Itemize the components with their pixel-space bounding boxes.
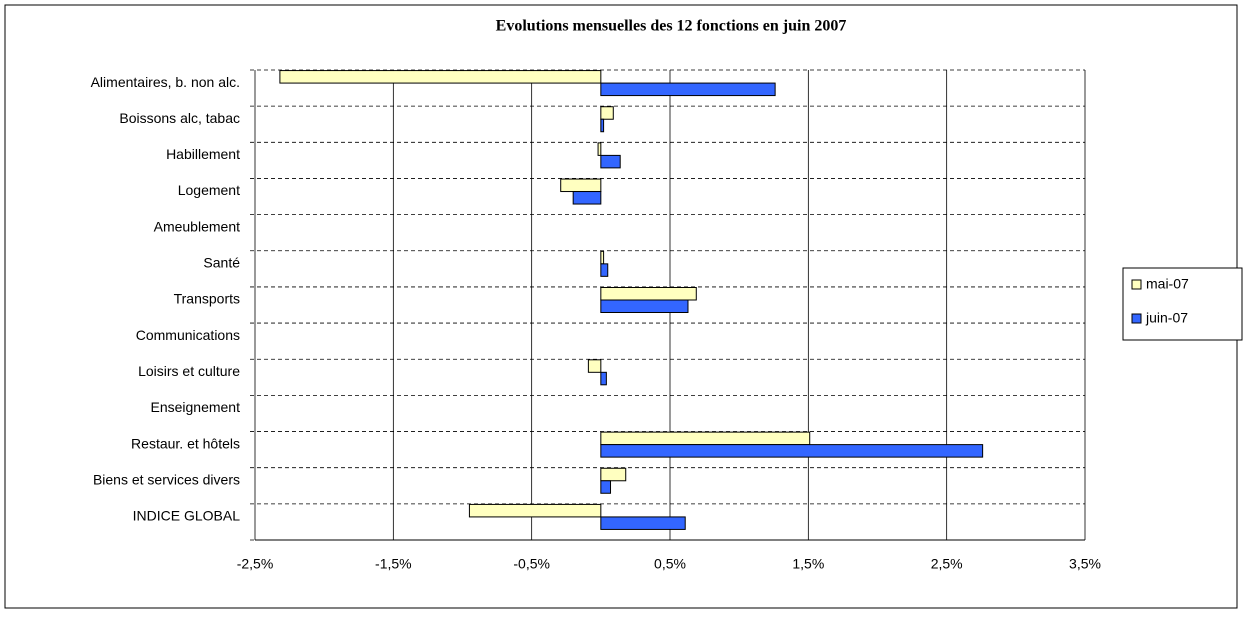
x-tick-label: 0,5% — [654, 556, 686, 572]
legend-label: juin-07 — [1145, 310, 1188, 326]
legend-swatch — [1131, 279, 1142, 290]
y-tick-label: Transports — [174, 291, 240, 307]
bar — [600, 287, 697, 301]
bar — [600, 516, 686, 530]
bar — [587, 359, 602, 373]
legend-box — [1122, 267, 1243, 341]
bar — [600, 154, 621, 169]
x-tick-label: -2,5% — [237, 556, 274, 572]
bar — [600, 467, 627, 482]
chart-title: Evolutions mensuelles des 12 fonctions e… — [496, 18, 847, 35]
bar — [600, 444, 984, 458]
bar — [468, 503, 602, 518]
bar — [600, 371, 607, 386]
y-tick-label: Ameublement — [154, 218, 240, 234]
x-tick-label: 3,5% — [1069, 556, 1101, 572]
bar — [597, 142, 602, 156]
x-tick-label: 2,5% — [931, 556, 963, 572]
y-tick-label: Boissons alc, tabac — [119, 110, 240, 126]
y-tick-label: Enseignement — [150, 399, 240, 415]
bar — [600, 250, 605, 265]
y-tick-label: Communications — [136, 327, 240, 343]
x-tick-label: -1,5% — [375, 556, 412, 572]
bar — [600, 263, 609, 277]
bar — [600, 82, 776, 97]
y-tick-label: Logement — [178, 182, 240, 198]
y-tick-label: Santé — [203, 255, 240, 271]
bar — [279, 70, 602, 84]
bar — [600, 299, 689, 313]
y-tick-label: Habillement — [166, 146, 240, 162]
bar — [600, 480, 612, 494]
legend-swatch — [1131, 313, 1142, 324]
bar — [600, 106, 614, 120]
legend-label: mai-07 — [1146, 276, 1189, 292]
bar — [600, 118, 605, 133]
y-tick-label: Loisirs et culture — [138, 363, 240, 379]
x-tick-label: -0,5% — [513, 556, 550, 572]
bar — [600, 431, 811, 446]
y-tick-label: Restaur. et hôtels — [131, 435, 240, 451]
bar — [572, 191, 602, 205]
y-tick-label: INDICE GLOBAL — [133, 508, 241, 524]
y-tick-label: Biens et services divers — [93, 471, 240, 487]
x-tick-label: 1,5% — [792, 556, 824, 572]
y-tick-label: Alimentaires, b. non alc. — [91, 74, 240, 90]
bar — [560, 178, 602, 193]
